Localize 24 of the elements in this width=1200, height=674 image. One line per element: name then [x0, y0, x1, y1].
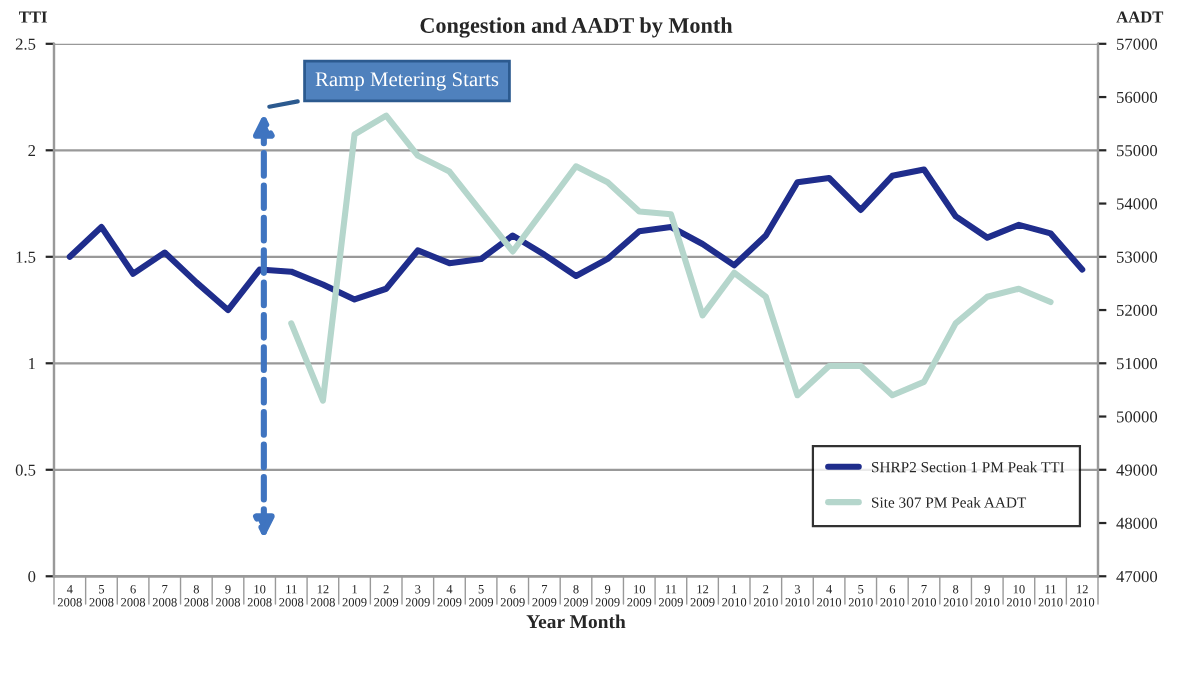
y2-tick-label: 53000: [1117, 251, 1158, 263]
y2-tick-label: 50000: [1117, 411, 1158, 423]
y2-tick-label: 56000: [1117, 91, 1158, 103]
y-tick-label: 0: [28, 570, 36, 583]
y2-tick-label: 57000: [1117, 38, 1158, 50]
line-series: [288, 112, 1054, 404]
y-tick-label: 1.5: [16, 251, 36, 263]
chart-title: Congestion and AADT by Month: [420, 17, 733, 38]
y2-tick-label: 49000: [1116, 464, 1158, 476]
y2-tick-label: 47000: [1116, 570, 1158, 583]
y2-tick-label: 54000: [1117, 198, 1158, 210]
annotation: Ramp Metering Starts: [315, 72, 499, 91]
x-axis-title: Year Month: [526, 614, 626, 629]
y-tick-label: 1: [29, 358, 35, 370]
y-tick-label: 0.5: [15, 464, 36, 476]
y-tick-label: 2: [28, 145, 36, 157]
y2-tick-label: 55000: [1117, 145, 1158, 157]
y2-axis-title: AADT: [1116, 11, 1164, 23]
line-series: [66, 166, 1086, 314]
y-tick-label: 2.5: [15, 38, 36, 50]
y2-tick-label: 52000: [1117, 304, 1158, 316]
y2-tick-label: 51000: [1117, 357, 1158, 370]
y2-tick-label: 48000: [1116, 517, 1158, 529]
y-axis-title: TTI: [19, 11, 47, 23]
